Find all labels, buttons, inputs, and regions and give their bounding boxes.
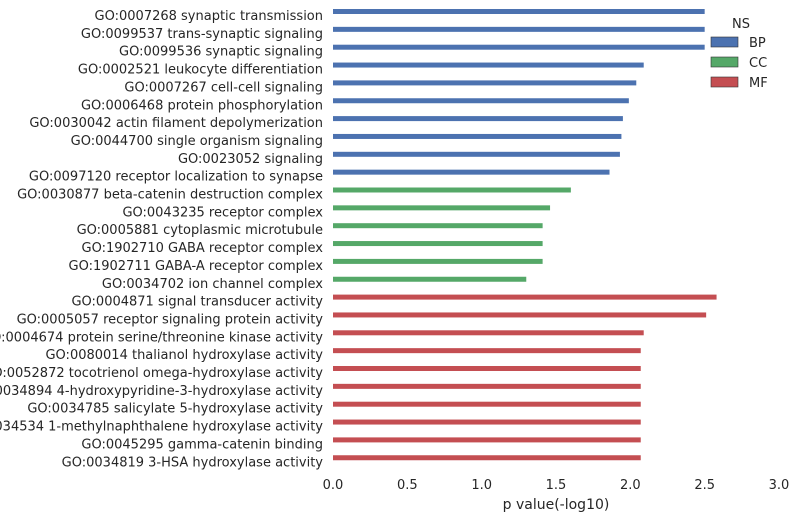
y-tick-label: GO:0034534 1-methylnaphthalene hydroxyla… — [0, 420, 323, 435]
x-tick-label: 2.5 — [694, 478, 715, 493]
y-tick-label: GO:0034894 4-hydroxypyridine-3-hydroxyla… — [0, 384, 323, 399]
x-tick-label: 1.5 — [546, 478, 567, 493]
x-tick-label: 2.0 — [620, 478, 641, 493]
x-tick-label: 0.0 — [323, 478, 344, 493]
bar-mf — [333, 383, 641, 389]
bar-bp — [333, 133, 622, 139]
bar-mf — [333, 455, 641, 461]
y-tick-label: GO:0052872 tocotrienol omega-hydroxylase… — [0, 366, 323, 381]
x-tick-label: 0.5 — [397, 478, 418, 493]
legend-swatch-mf — [710, 76, 739, 88]
bar-cc — [333, 223, 543, 229]
bar-cc — [333, 187, 571, 193]
x-tick-label: 3.0 — [769, 478, 790, 493]
y-tick-label: GO:0005881 cytoplasmic microtubule — [77, 223, 323, 238]
y-tick-label: GO:1902711 GABA-A receptor complex — [69, 259, 324, 274]
y-tick-labels: GO:0007268 synaptic transmission GO:00995… — [0, 9, 323, 470]
y-tick-label: GO:0005057 receptor signaling protein ac… — [17, 312, 324, 327]
bar-mf — [333, 348, 641, 354]
y-tick-label: GO:0034702 ion channel complex — [102, 277, 323, 292]
y-tick-label: GO:0004674 protein serine/threonine kina… — [0, 330, 323, 345]
bar-mf — [333, 401, 641, 407]
bar-bp — [333, 80, 637, 86]
bar-bp — [333, 44, 705, 50]
bar-mf — [333, 330, 644, 336]
bar-bp — [333, 169, 610, 175]
legend: NS BP CC MF — [710, 17, 768, 91]
legend-label-mf: MF — [749, 76, 768, 91]
bar-cc — [333, 258, 543, 264]
y-tick-label: GO:0002521 leukocyte differentiation — [78, 63, 323, 78]
legend-swatch-cc — [710, 56, 739, 68]
y-tick-label: GO:0034785 salicylate 5-hydroxylase acti… — [27, 402, 323, 417]
y-tick-label: GO:1902710 GABA receptor complex — [82, 241, 324, 256]
bar-bp — [333, 26, 705, 32]
y-tick-label: GO:0043235 receptor complex — [122, 205, 323, 220]
y-tick-label: GO:0097120 receptor localization to syna… — [29, 170, 323, 185]
y-tick-label: GO:0004871 signal transducer activity — [71, 295, 323, 310]
legend-swatch-bp — [710, 36, 739, 48]
y-tick-label: GO:0099537 trans-synaptic signaling — [81, 27, 323, 42]
bar-cc — [333, 241, 543, 247]
bar-bp — [333, 9, 705, 14]
bar-bp — [333, 62, 644, 68]
bar-bp — [333, 116, 623, 122]
legend-title: NS — [732, 17, 750, 32]
bar-mf — [333, 366, 641, 371]
bar-mf — [333, 294, 717, 300]
y-tick-label: GO:0080014 thalianol hydroxylase activit… — [45, 348, 323, 363]
y-tick-label: GO:0044700 single organism signaling — [71, 134, 323, 149]
x-axis-label: p value(-log10) — [503, 497, 610, 513]
bar-mf — [333, 419, 641, 425]
bar-cc — [333, 276, 527, 282]
y-tick-label: GO:0007268 synaptic transmission — [95, 9, 323, 24]
y-tick-label: GO:0034819 3-HSA hydroxylase activity — [62, 455, 324, 470]
y-tick-label: GO:0045295 gamma-catenin binding — [81, 437, 323, 452]
x-tick-label: 1.0 — [471, 478, 492, 493]
y-tick-label: GO:0030042 actin filament depolymerizati… — [29, 116, 323, 131]
bar-bp — [333, 151, 620, 157]
bars-group — [333, 9, 717, 461]
bar-cc — [333, 205, 551, 211]
bar-mf — [333, 312, 707, 318]
y-tick-label: GO:0007267 cell-cell signaling — [124, 80, 323, 95]
y-tick-label: GO:0006468 protein phosphorylation — [81, 98, 323, 113]
bar-bp — [333, 98, 629, 104]
y-tick-label: GO:0030877 beta-catenin destruction comp… — [17, 188, 323, 203]
y-tick-label: GO:0099536 synaptic signaling — [119, 45, 323, 60]
x-tick-labels: 0.0 0.5 1.0 1.5 2.0 2.5 3.0 — [323, 478, 790, 493]
legend-label-cc: CC — [749, 56, 767, 71]
y-tick-label: GO:0023052 signaling — [178, 152, 323, 167]
bar-mf — [333, 437, 641, 443]
legend-label-bp: BP — [749, 36, 766, 51]
